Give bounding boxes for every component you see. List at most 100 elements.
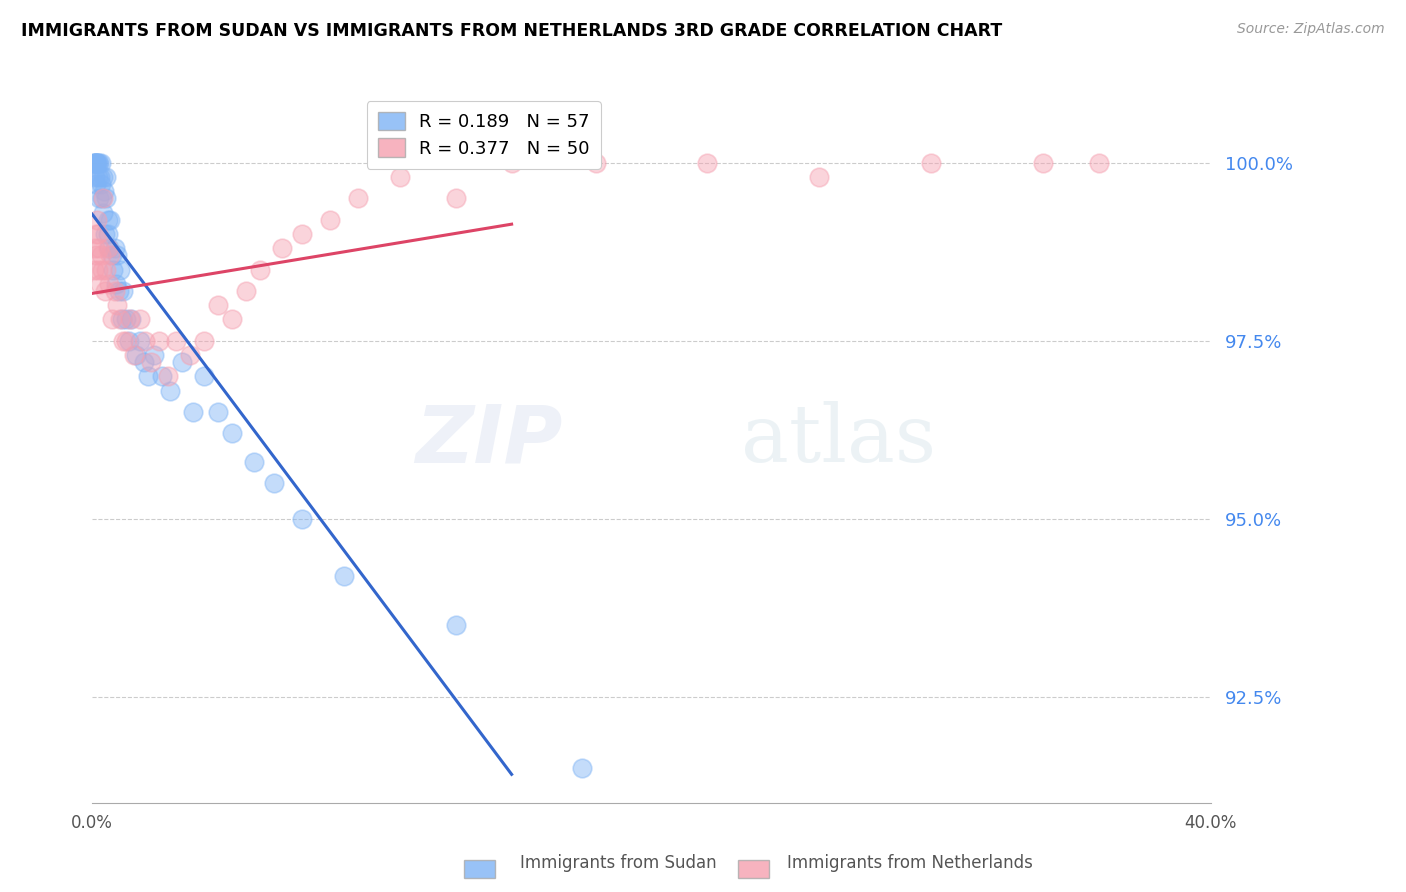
Point <box>120 312 142 326</box>
Text: atlas: atlas <box>741 401 936 479</box>
Point <box>1088 156 1111 170</box>
Point <box>148 334 170 348</box>
Point <box>97 241 120 255</box>
Point <box>388 170 411 185</box>
Point <box>87 227 110 241</box>
Point <box>134 334 156 348</box>
Point <box>243 455 266 469</box>
Point <box>920 156 942 170</box>
Point <box>111 334 134 348</box>
Point <box>263 476 285 491</box>
Point <box>96 212 118 227</box>
Point <box>96 170 118 185</box>
Point <box>181 405 204 419</box>
Point <box>94 284 117 298</box>
Point <box>156 369 179 384</box>
Point <box>124 348 146 362</box>
Point <box>585 156 607 170</box>
Point <box>1032 156 1054 170</box>
Point <box>333 568 356 582</box>
Point <box>91 262 114 277</box>
Point <box>90 156 112 170</box>
Point <box>501 156 523 170</box>
Point <box>118 312 141 326</box>
Point <box>89 156 111 170</box>
Point <box>98 212 121 227</box>
Text: Immigrants from Sudan: Immigrants from Sudan <box>520 855 717 872</box>
Legend: R = 0.189   N = 57, R = 0.377   N = 50: R = 0.189 N = 57, R = 0.377 N = 50 <box>367 101 600 169</box>
Point <box>101 262 124 277</box>
Point <box>86 248 108 262</box>
Point <box>271 241 294 255</box>
Point <box>86 156 108 170</box>
Point <box>89 241 111 255</box>
Point <box>132 355 155 369</box>
Point <box>90 177 112 191</box>
Point <box>97 277 120 291</box>
Point <box>83 156 105 170</box>
Point <box>235 284 257 298</box>
Point <box>89 191 111 205</box>
Point <box>86 177 108 191</box>
Point <box>114 312 136 326</box>
Point <box>142 348 165 362</box>
Point <box>696 156 718 170</box>
Point <box>291 511 314 525</box>
Point <box>83 156 105 170</box>
Point <box>84 170 107 185</box>
Point <box>86 212 108 227</box>
Point <box>110 312 132 326</box>
Text: Source: ZipAtlas.com: Source: ZipAtlas.com <box>1237 22 1385 37</box>
Point <box>91 191 114 205</box>
Point <box>207 405 229 419</box>
Point <box>100 248 122 262</box>
Point <box>128 334 150 348</box>
Text: IMMIGRANTS FROM SUDAN VS IMMIGRANTS FROM NETHERLANDS 3RD GRADE CORRELATION CHART: IMMIGRANTS FROM SUDAN VS IMMIGRANTS FROM… <box>21 22 1002 40</box>
Point <box>193 334 215 348</box>
Point <box>103 284 125 298</box>
Point <box>249 262 271 277</box>
Point <box>108 262 131 277</box>
Point <box>111 284 134 298</box>
Point <box>444 618 467 632</box>
Point <box>94 191 117 205</box>
Point <box>114 334 136 348</box>
Point <box>105 298 128 312</box>
Point <box>128 312 150 326</box>
Point <box>84 227 107 241</box>
Point <box>193 369 215 384</box>
Point <box>117 334 139 348</box>
Point <box>107 284 129 298</box>
Point <box>84 241 107 255</box>
Point <box>291 227 314 241</box>
Point <box>96 241 118 255</box>
Point <box>221 426 243 441</box>
Point <box>221 312 243 326</box>
Point <box>84 156 107 170</box>
Point <box>91 170 114 185</box>
Point <box>98 248 121 262</box>
Point <box>93 205 115 219</box>
Point <box>571 761 593 775</box>
Point <box>150 369 173 384</box>
Text: Immigrants from Netherlands: Immigrants from Netherlands <box>787 855 1033 872</box>
Point <box>170 355 193 369</box>
Point <box>84 156 107 170</box>
Point <box>93 191 115 205</box>
Point <box>83 262 105 277</box>
Point <box>93 184 115 198</box>
Point <box>89 170 111 185</box>
Point <box>346 191 368 205</box>
Point <box>136 369 159 384</box>
Point <box>97 227 120 241</box>
Point <box>84 156 107 170</box>
Point <box>808 170 831 185</box>
Point <box>103 241 125 255</box>
Point <box>122 348 145 362</box>
Point <box>105 248 128 262</box>
Point <box>165 334 187 348</box>
Point <box>179 348 201 362</box>
Point <box>319 212 342 227</box>
Point <box>207 298 229 312</box>
Point <box>104 277 127 291</box>
